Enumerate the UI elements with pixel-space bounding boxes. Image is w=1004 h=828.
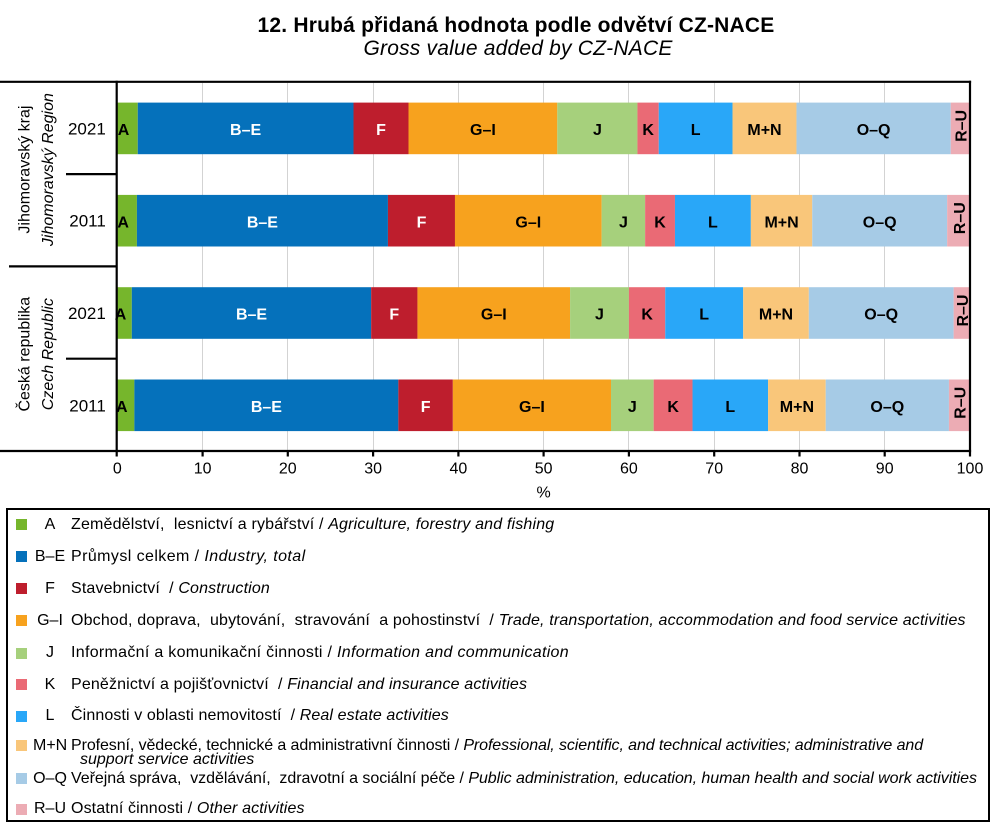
svg-text:80: 80	[791, 461, 809, 478]
svg-text:%: %	[536, 485, 550, 502]
svg-text:L: L	[725, 399, 735, 416]
svg-text:O–Q: O–Q	[863, 214, 897, 231]
svg-text:10: 10	[194, 461, 212, 478]
svg-text:2011: 2011	[69, 396, 106, 415]
svg-text:2021: 2021	[68, 304, 106, 323]
svg-text:R–U: R–U	[954, 110, 971, 142]
svg-text:L: L	[691, 122, 701, 139]
svg-text:50: 50	[535, 461, 553, 478]
svg-text:20: 20	[279, 461, 297, 478]
svg-text:100: 100	[957, 461, 984, 478]
svg-text:Česká republika: Česká republika	[15, 297, 34, 412]
svg-text:R–U: R–U	[952, 202, 969, 234]
svg-text:L: L	[708, 214, 718, 231]
svg-text:J: J	[619, 214, 628, 231]
svg-text:K: K	[642, 122, 654, 139]
svg-text:60: 60	[620, 461, 638, 478]
svg-text:40: 40	[450, 461, 468, 478]
svg-text:G–I: G–I	[470, 122, 496, 139]
svg-text:J: J	[628, 399, 637, 416]
svg-text:F: F	[417, 214, 427, 231]
svg-text:B–E: B–E	[230, 122, 261, 139]
svg-text:K: K	[654, 214, 666, 231]
svg-text:B–E: B–E	[247, 214, 278, 231]
svg-text:0: 0	[113, 461, 122, 478]
svg-text:F: F	[376, 122, 386, 139]
svg-text:M+N: M+N	[764, 214, 798, 231]
svg-text:O–Q: O–Q	[857, 122, 891, 139]
svg-text:Czech Republic: Czech Republic	[40, 298, 57, 410]
svg-text:O–Q: O–Q	[864, 307, 898, 324]
svg-text:B–E: B–E	[251, 399, 282, 416]
svg-text:G–I: G–I	[481, 307, 507, 324]
svg-text:A: A	[118, 122, 130, 139]
svg-text:M+N: M+N	[759, 307, 793, 324]
svg-text:90: 90	[876, 461, 894, 478]
svg-text:F: F	[389, 307, 399, 324]
svg-text:G–I: G–I	[515, 214, 541, 231]
svg-text:Jihomoravský Region: Jihomoravský Region	[40, 93, 57, 247]
svg-text:A: A	[116, 399, 128, 416]
svg-text:K: K	[641, 307, 653, 324]
svg-text:O–Q: O–Q	[870, 399, 904, 416]
svg-text:30: 30	[364, 461, 382, 478]
svg-text:M+N: M+N	[747, 122, 781, 139]
svg-text:2011: 2011	[69, 212, 106, 231]
svg-text:M+N: M+N	[780, 399, 814, 416]
svg-text:R–U: R–U	[953, 387, 970, 419]
svg-text:70: 70	[705, 461, 723, 478]
svg-text:Jihomoravský kraj: Jihomoravský kraj	[17, 106, 34, 234]
svg-text:J: J	[595, 307, 604, 324]
svg-text:L: L	[699, 307, 709, 324]
svg-text:A: A	[117, 214, 129, 231]
svg-text:F: F	[421, 399, 431, 416]
svg-text:R–U: R–U	[955, 294, 972, 326]
svg-text:G–I: G–I	[519, 399, 545, 416]
svg-text:B–E: B–E	[236, 307, 267, 324]
svg-text:2021: 2021	[68, 119, 106, 138]
svg-text:J: J	[593, 122, 602, 139]
svg-text:K: K	[667, 399, 679, 416]
